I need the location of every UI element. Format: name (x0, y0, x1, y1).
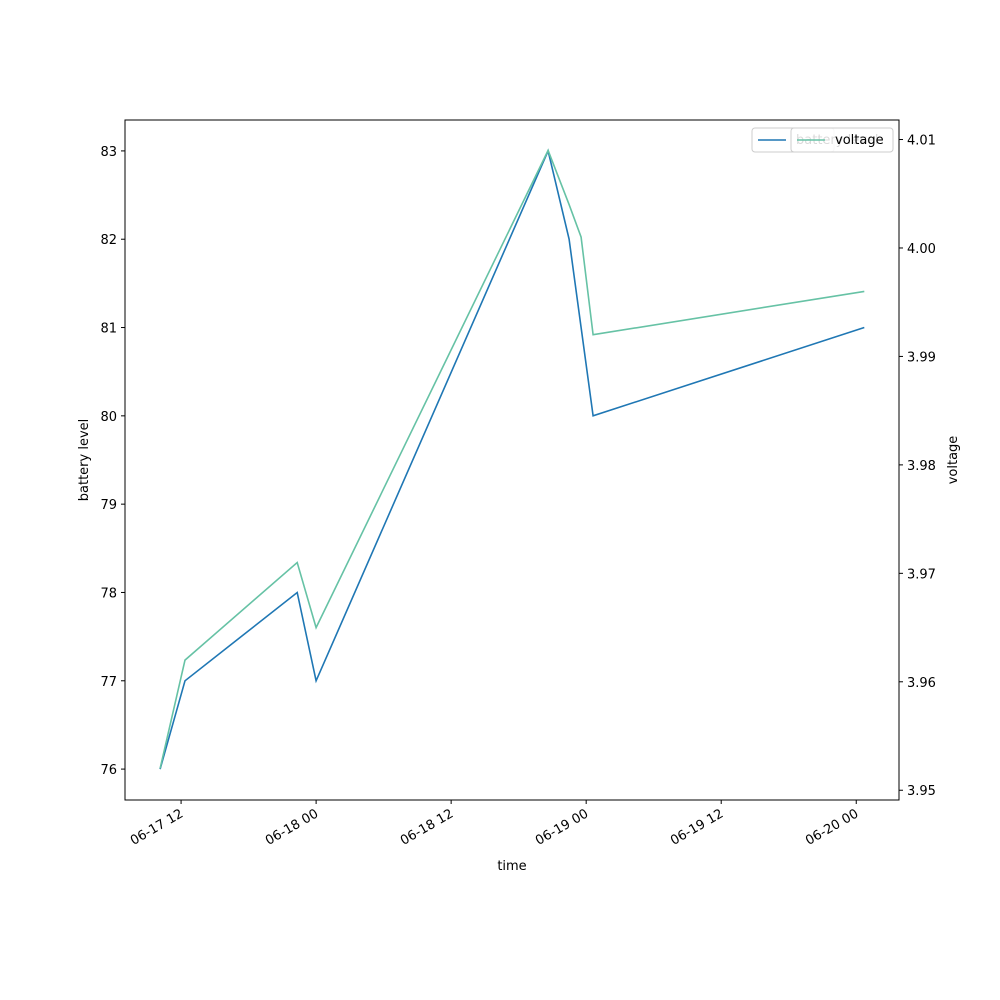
x-tick-label: 06-20 00 (803, 806, 861, 848)
y2-tick-label: 4.00 (907, 242, 936, 257)
x-tick-label: 06-18 12 (398, 806, 456, 848)
y-tick-label: 76 (100, 763, 117, 778)
y-tick-label: 77 (100, 675, 117, 690)
legend: voltage (790, 127, 894, 153)
x-tick-label: 06-18 00 (263, 806, 321, 848)
y2-tick-label: 3.98 (907, 459, 936, 474)
y-tick-label: 78 (100, 586, 117, 601)
x-tick-label: 06-17 12 (128, 806, 186, 848)
y2-tick-label: 3.99 (907, 350, 936, 365)
y-tick-label: 83 (100, 145, 117, 160)
plot-frame (124, 119, 900, 801)
series-line (159, 148, 865, 769)
y-tick-label: 79 (100, 498, 117, 513)
y2-tick-label: 3.95 (907, 784, 936, 799)
y2-axis-label: voltage (946, 436, 961, 485)
y-tick-label: 81 (100, 322, 117, 337)
y2-tick-label: 3.96 (907, 676, 936, 691)
x-axis-label: time (497, 859, 526, 874)
series-line (159, 148, 865, 770)
y-tick-label: 82 (100, 233, 117, 248)
y2-tick-label: 4.01 (907, 134, 936, 149)
legend-box (790, 127, 894, 153)
y2-tick-label: 3.97 (907, 567, 936, 582)
legend-label: voltage (835, 133, 884, 148)
y-tick-label: 80 (100, 410, 117, 425)
y-axis-label: battery level (77, 419, 92, 502)
x-tick-label: 06-19 00 (533, 806, 591, 848)
x-tick-label: 06-19 12 (668, 806, 726, 848)
